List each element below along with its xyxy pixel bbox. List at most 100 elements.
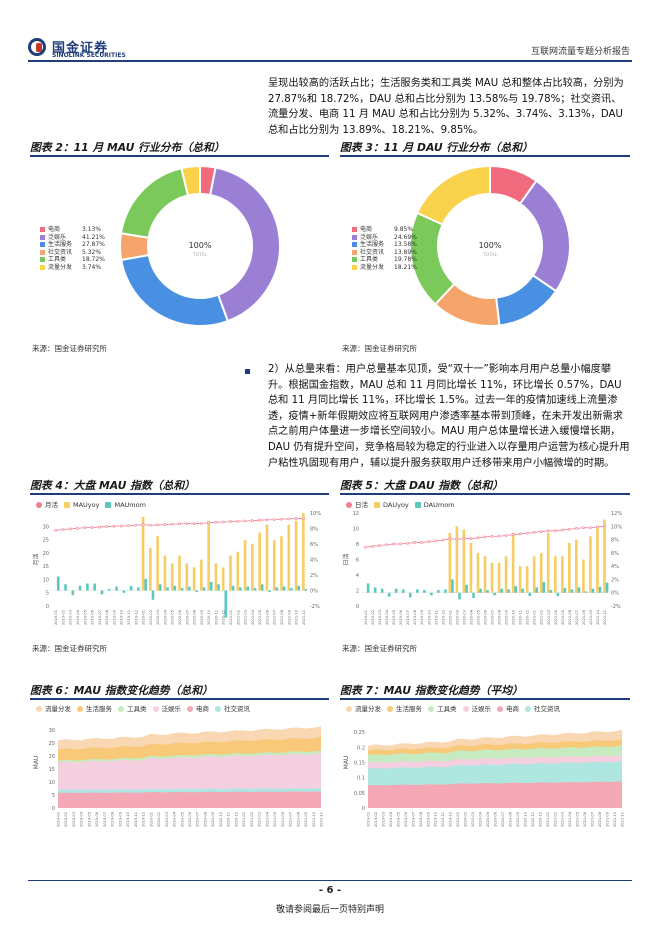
bar-yoy bbox=[568, 542, 571, 593]
figure7-title-line bbox=[340, 698, 630, 700]
legend-label: 工具类 bbox=[437, 705, 457, 713]
tick-label-x: 2021-02 bbox=[250, 812, 254, 827]
bar-mom bbox=[93, 583, 96, 591]
tick-label-x: 2019-09 bbox=[426, 811, 430, 827]
tick-label-x: 2021-01 bbox=[546, 812, 550, 827]
donut-center-label: 100% bbox=[189, 241, 212, 250]
point-dau bbox=[427, 540, 431, 544]
tick-label-x: 2021-06 bbox=[281, 811, 285, 827]
tick-label-x: 2020-03 bbox=[165, 812, 169, 827]
point-mau bbox=[301, 516, 305, 520]
legend-dot bbox=[346, 706, 352, 712]
tick-label-x: 2019-10 bbox=[427, 609, 431, 625]
point-dau bbox=[385, 543, 389, 547]
bullet-marker bbox=[245, 369, 250, 374]
bar-mom bbox=[570, 589, 574, 593]
tick-label-x: 2019-09 bbox=[118, 811, 122, 827]
tick-label-x: 2020-02 bbox=[455, 610, 459, 625]
bar-mom bbox=[180, 588, 184, 591]
legend-swatch bbox=[40, 242, 45, 247]
tick-label-right: -2% bbox=[611, 604, 621, 610]
tick-label-x: 2019-07 bbox=[406, 610, 410, 625]
bar-yoy bbox=[156, 536, 159, 591]
tick-label-left: 30 bbox=[43, 524, 49, 530]
legend-dot bbox=[387, 706, 393, 712]
tick-label-x: 2020-08 bbox=[498, 609, 502, 625]
tick-label-x: 2019-06 bbox=[404, 811, 408, 827]
tick-label-right: -2% bbox=[310, 604, 320, 610]
legend-label: 生活服务 bbox=[86, 705, 112, 713]
tick-label-x: 2020-05 bbox=[180, 812, 184, 827]
point-dau bbox=[392, 542, 396, 546]
tick-label-x: 2020-06 bbox=[494, 811, 498, 827]
legend-item: 泛娱乐 24.69% bbox=[352, 234, 417, 242]
legend-dot bbox=[36, 502, 42, 508]
legend-label: 生活服务 bbox=[48, 241, 73, 248]
bar-mom bbox=[144, 578, 147, 591]
legend-swatch bbox=[352, 257, 357, 262]
tick-label-right: 8% bbox=[310, 527, 318, 533]
tick-label-x: 2019-05 bbox=[83, 610, 87, 625]
tick-label-x: 2021-10 bbox=[613, 811, 617, 827]
bar-yoy bbox=[525, 566, 529, 593]
legend-label: 电商 bbox=[506, 705, 519, 713]
bar-mom bbox=[246, 586, 249, 591]
tick-label-x: 2021-01 bbox=[533, 610, 537, 625]
bar-yoy bbox=[149, 547, 152, 591]
bar-mom bbox=[137, 587, 140, 591]
tick-label-left: 2 bbox=[356, 589, 359, 595]
figure2-chart: 100% TOTAL 电商 3.13% 泛娱乐 41.21% 生活服务 27.87% 社交资讯… bbox=[30, 158, 329, 338]
bar-yoy bbox=[469, 542, 473, 593]
tick-label-x: 2020-06 bbox=[484, 609, 488, 625]
legend-label: 泛娱乐 bbox=[471, 705, 492, 713]
legend-item: 工具类 18.72% bbox=[40, 256, 105, 264]
tick-label-x: 2020-01 bbox=[142, 610, 146, 625]
legend-item: 流量分发 3.74% bbox=[40, 264, 105, 272]
tick-label-x: 2021-09 bbox=[304, 811, 308, 827]
tick-label-left: 15 bbox=[43, 564, 49, 570]
point-mau bbox=[280, 517, 283, 521]
legend-swatch bbox=[352, 227, 357, 232]
tick-label-y: 10 bbox=[49, 780, 55, 786]
legend-label: MAUyoy bbox=[73, 501, 100, 509]
point-dau bbox=[497, 534, 501, 538]
tick-label-x: 2019-04 bbox=[385, 609, 389, 625]
bar-yoy bbox=[302, 513, 305, 591]
tick-label-x: 2020-04 bbox=[173, 811, 177, 827]
tick-label-x: 2019-02 bbox=[371, 610, 375, 625]
bar-mom bbox=[465, 584, 468, 593]
tick-label-x: 2020-04 bbox=[479, 811, 483, 827]
tick-label-right: 4% bbox=[611, 564, 619, 570]
bar-mom bbox=[122, 590, 126, 593]
point-mau bbox=[178, 522, 181, 526]
point-dau bbox=[589, 526, 592, 530]
bar-mom bbox=[115, 586, 118, 591]
bar-mom bbox=[151, 590, 155, 600]
point-mau bbox=[207, 521, 211, 525]
tick-label-x: 2020-05 bbox=[171, 610, 175, 625]
point-mau bbox=[90, 525, 94, 529]
tick-label-x: 2021-01 bbox=[229, 610, 233, 625]
area-series bbox=[368, 781, 622, 808]
bar-yoy bbox=[575, 539, 578, 593]
point-dau bbox=[504, 534, 508, 537]
tick-label-x: 2021-08 bbox=[582, 609, 586, 625]
tick-label-x: 2019-11 bbox=[434, 610, 438, 625]
tick-label-x: 2020-11 bbox=[519, 610, 523, 625]
tick-label-x: 2021-06 bbox=[265, 609, 269, 625]
figure6-title: 图表 6：MAU 指数变化趋势（总和） bbox=[30, 684, 213, 697]
bar-mom bbox=[394, 588, 398, 593]
tick-label-x: 2019-06 bbox=[91, 609, 95, 625]
bar-mom bbox=[158, 584, 162, 591]
point-mau bbox=[192, 522, 196, 526]
legend-item: 社交资讯 13.89% bbox=[352, 249, 417, 257]
bar-mom bbox=[408, 592, 412, 598]
point-mau bbox=[236, 519, 240, 523]
point-mau bbox=[112, 524, 116, 528]
tick-label-x: 2020-02 bbox=[464, 812, 468, 827]
point-dau bbox=[483, 535, 487, 539]
legend-label: 泛娱乐 bbox=[360, 233, 379, 241]
bar-yoy bbox=[251, 544, 254, 591]
legend-item: 流量分发 18.21% bbox=[352, 264, 417, 272]
legend-label: 电商 bbox=[196, 705, 209, 713]
